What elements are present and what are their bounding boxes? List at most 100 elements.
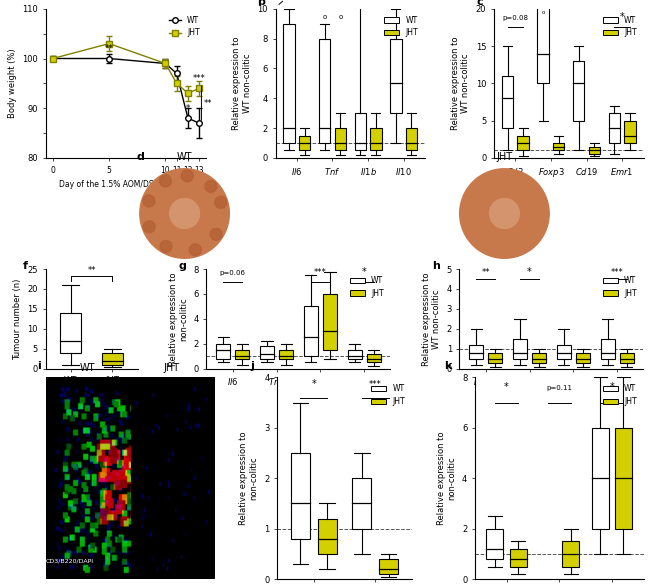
Legend: WT, JHT: WT, JHT <box>346 273 387 301</box>
Text: JHT: JHT <box>497 152 512 162</box>
Y-axis label: Tumour number (n): Tumour number (n) <box>13 278 22 360</box>
FancyBboxPatch shape <box>406 128 417 150</box>
FancyBboxPatch shape <box>608 113 620 143</box>
FancyBboxPatch shape <box>624 121 636 143</box>
FancyBboxPatch shape <box>589 147 600 154</box>
Polygon shape <box>143 221 155 233</box>
Legend: WT, JHT: WT, JHT <box>368 381 408 409</box>
Polygon shape <box>170 199 200 228</box>
Text: ***: *** <box>369 380 382 390</box>
FancyBboxPatch shape <box>60 313 81 353</box>
FancyBboxPatch shape <box>283 23 294 143</box>
Polygon shape <box>460 169 549 258</box>
Polygon shape <box>189 244 202 256</box>
FancyBboxPatch shape <box>532 353 546 363</box>
FancyBboxPatch shape <box>235 350 250 359</box>
Text: **: ** <box>482 268 490 277</box>
Legend: WT, JHT: WT, JHT <box>599 273 640 301</box>
FancyBboxPatch shape <box>319 39 330 143</box>
Text: JHT: JHT <box>164 363 180 373</box>
Text: CD3/B220/DAPI: CD3/B220/DAPI <box>46 558 94 563</box>
FancyBboxPatch shape <box>352 479 372 529</box>
FancyBboxPatch shape <box>216 344 230 359</box>
FancyBboxPatch shape <box>469 345 483 359</box>
Text: *: * <box>186 104 190 113</box>
Legend: WT, JHT: WT, JHT <box>166 13 203 40</box>
FancyBboxPatch shape <box>502 76 514 128</box>
FancyBboxPatch shape <box>562 541 579 566</box>
Text: *: * <box>311 380 316 390</box>
FancyBboxPatch shape <box>317 519 337 554</box>
FancyBboxPatch shape <box>348 350 361 359</box>
FancyBboxPatch shape <box>592 428 608 529</box>
Text: p=0.06: p=0.06 <box>220 270 246 276</box>
Y-axis label: Relative expression to
WT non-colitic: Relative expression to WT non-colitic <box>422 272 441 366</box>
Text: h: h <box>432 261 440 271</box>
Y-axis label: Relative expression to
non-colitic: Relative expression to non-colitic <box>239 432 259 525</box>
Text: *: * <box>610 382 614 392</box>
Text: ***: *** <box>611 268 623 277</box>
Y-axis label: Relative expression to
non-colitic: Relative expression to non-colitic <box>168 272 188 366</box>
FancyBboxPatch shape <box>280 350 293 359</box>
FancyBboxPatch shape <box>486 529 503 559</box>
Text: p=0.11: p=0.11 <box>546 385 572 391</box>
Polygon shape <box>205 180 217 192</box>
Text: i: i <box>37 361 41 371</box>
FancyBboxPatch shape <box>367 353 381 362</box>
Polygon shape <box>160 240 172 253</box>
Text: ***: *** <box>193 74 205 83</box>
Polygon shape <box>159 175 172 187</box>
Text: b: b <box>257 0 265 7</box>
Text: o: o <box>322 14 327 20</box>
FancyBboxPatch shape <box>615 428 632 529</box>
Legend: WT, JHT: WT, JHT <box>381 13 421 40</box>
FancyBboxPatch shape <box>299 136 311 150</box>
FancyBboxPatch shape <box>260 346 274 359</box>
Polygon shape <box>214 197 227 208</box>
FancyBboxPatch shape <box>304 307 318 356</box>
Polygon shape <box>181 170 193 182</box>
Text: j: j <box>250 361 254 371</box>
Text: c: c <box>476 0 483 7</box>
FancyBboxPatch shape <box>370 128 382 150</box>
Text: **: ** <box>203 99 212 108</box>
Text: WT: WT <box>80 363 96 373</box>
Legend: WT, JHT: WT, JHT <box>599 13 640 40</box>
Polygon shape <box>140 169 229 258</box>
Text: *: * <box>504 382 509 392</box>
Polygon shape <box>210 228 222 240</box>
Polygon shape <box>489 199 519 228</box>
X-axis label: Day of the 1.5% AOM/DSS protocol: Day of the 1.5% AOM/DSS protocol <box>59 180 192 189</box>
FancyBboxPatch shape <box>354 113 366 150</box>
Text: o: o <box>541 10 545 15</box>
Y-axis label: Relative expression to
non-colitic: Relative expression to non-colitic <box>437 432 456 525</box>
FancyBboxPatch shape <box>620 353 634 363</box>
Y-axis label: Relative expression to
WT non-colitic: Relative expression to WT non-colitic <box>233 37 252 130</box>
Text: f: f <box>23 261 27 271</box>
FancyBboxPatch shape <box>291 453 310 539</box>
FancyBboxPatch shape <box>513 339 527 359</box>
FancyBboxPatch shape <box>553 143 564 150</box>
FancyBboxPatch shape <box>538 0 549 83</box>
Polygon shape <box>143 195 155 207</box>
Text: d: d <box>137 152 145 162</box>
FancyBboxPatch shape <box>576 353 590 363</box>
FancyBboxPatch shape <box>510 549 526 566</box>
Text: ***: *** <box>314 269 327 277</box>
FancyBboxPatch shape <box>323 294 337 350</box>
FancyBboxPatch shape <box>517 136 529 150</box>
Y-axis label: Relative expression to
WT non-colitic: Relative expression to WT non-colitic <box>451 37 471 130</box>
FancyBboxPatch shape <box>102 353 123 364</box>
FancyBboxPatch shape <box>557 345 571 359</box>
FancyBboxPatch shape <box>379 559 398 574</box>
Text: WT: WT <box>177 152 192 162</box>
Text: k: k <box>445 361 452 371</box>
Text: p=0.08: p=0.08 <box>502 15 528 21</box>
FancyBboxPatch shape <box>335 128 346 150</box>
Text: g: g <box>179 261 187 271</box>
Text: *: * <box>619 12 625 22</box>
FancyBboxPatch shape <box>573 61 584 121</box>
Y-axis label: Body weight (%): Body weight (%) <box>8 49 16 118</box>
Text: *: * <box>362 267 367 277</box>
Text: o: o <box>338 14 343 20</box>
